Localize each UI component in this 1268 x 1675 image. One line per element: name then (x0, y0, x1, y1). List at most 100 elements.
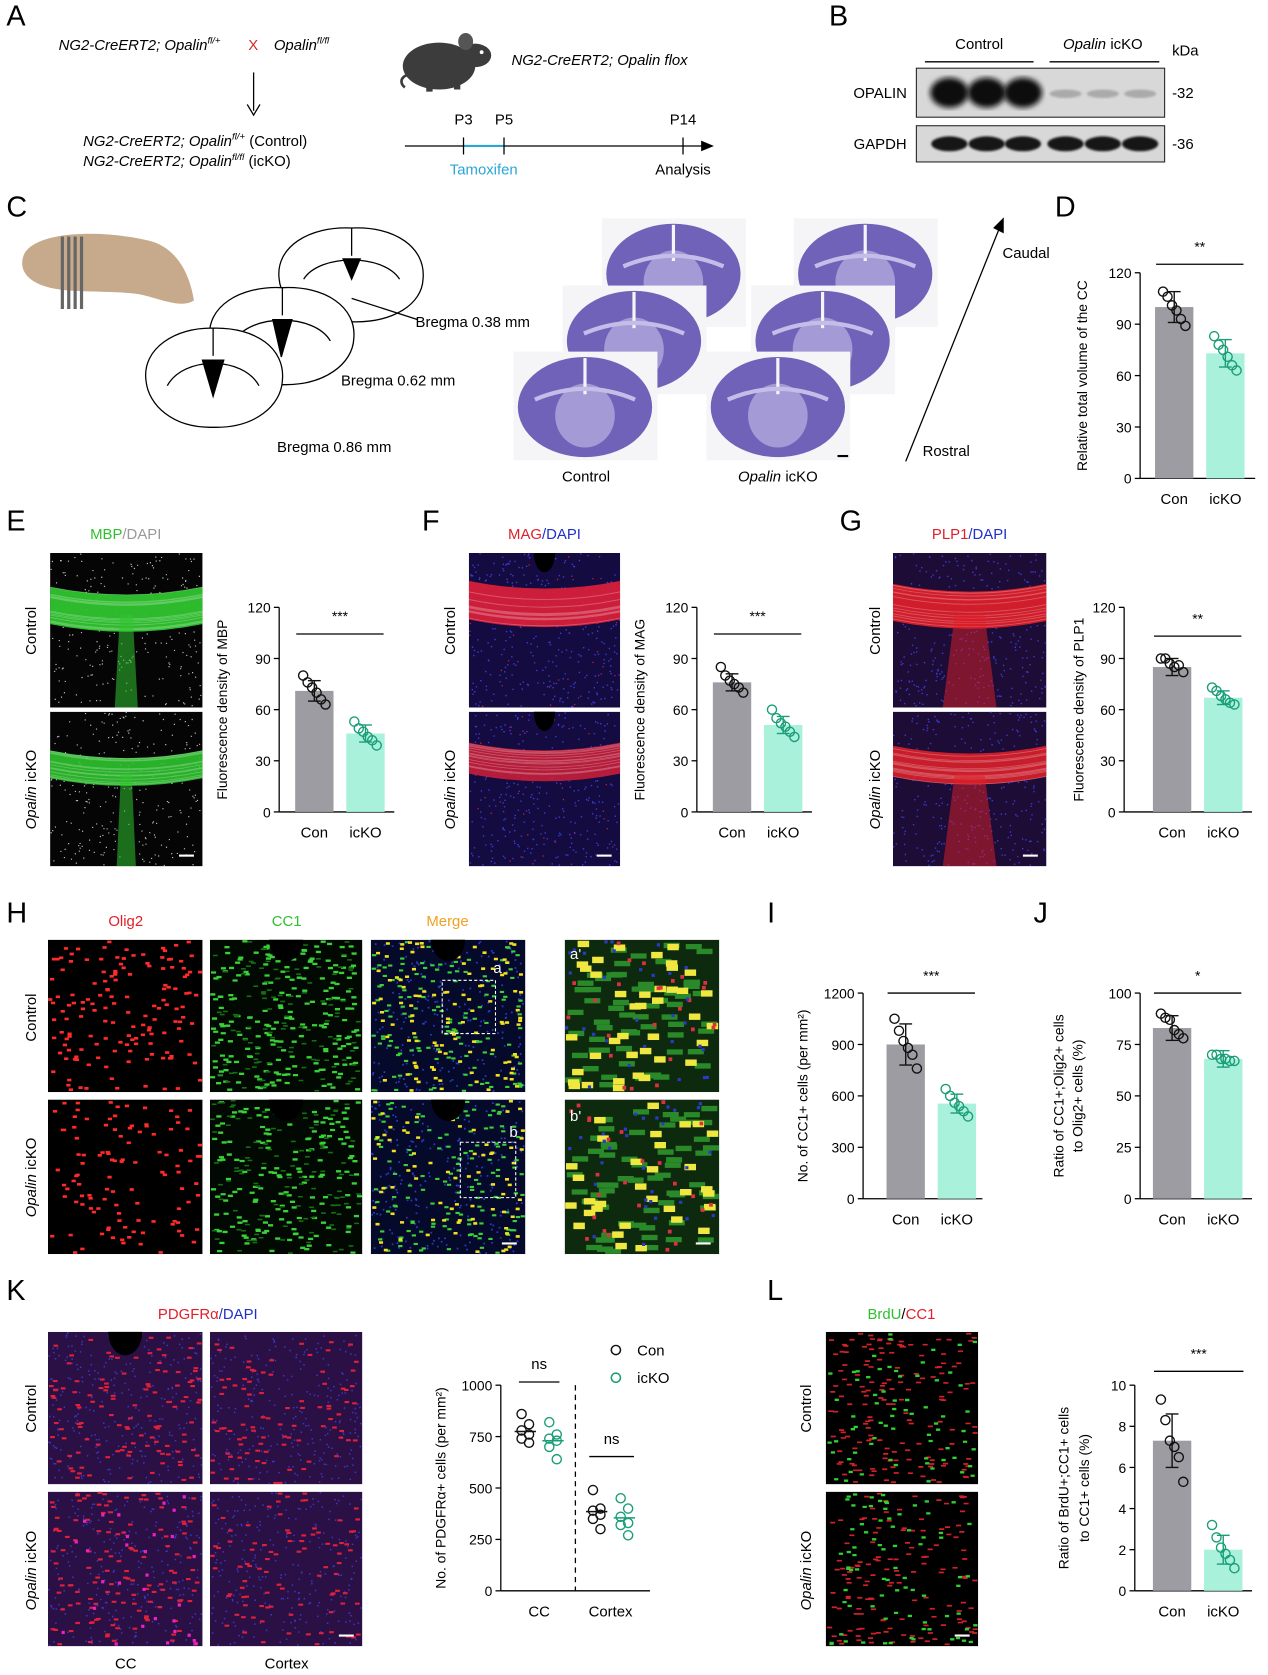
y-tick-label: 0 (1108, 804, 1116, 820)
y-axis-label: No. of PDGFRα+ cells (per mm²) (432, 1387, 448, 1588)
y-tick-label: 90 (673, 651, 689, 667)
y-tick-label: 120 (1108, 265, 1131, 281)
section-core (748, 383, 808, 448)
y-axis-label: Ratio of CC1+;Olig2+ cells (1050, 1014, 1066, 1177)
category-label: Cortex (589, 1604, 633, 1620)
y-axis-label: Ratio of BrdU+;CC1+ cells (1056, 1407, 1072, 1569)
data-point (1224, 1055, 1236, 1067)
bar (937, 1103, 977, 1199)
significance-label: *** (1191, 1346, 1208, 1362)
y-tick-label: 0 (1119, 1583, 1127, 1599)
mouse-genotype: NG2-CreERT2; Opalin flox (511, 53, 688, 69)
micrograph-content (209, 1099, 363, 1255)
y-tick-label: 4 (1119, 1501, 1127, 1517)
bregma-label: Bregma 0.38 mm (416, 315, 530, 331)
bar (1155, 307, 1194, 479)
protein-label: OPALIN (853, 86, 907, 102)
row-label: Opalin icKO (799, 1531, 815, 1611)
panel-letter: C (6, 191, 27, 223)
data-point (1231, 365, 1242, 376)
y-tick-label: 0 (1124, 471, 1132, 487)
category-label: Con (1158, 1604, 1185, 1620)
fiber-band (892, 583, 1047, 629)
channel-title: Merge (426, 914, 468, 930)
y-tick-label: 60 (673, 702, 689, 718)
inset-label: a' (570, 947, 581, 963)
significance-label: ** (1192, 610, 1203, 626)
micrograph-bg (209, 1491, 363, 1647)
panel-letter: K (6, 1275, 25, 1307)
significance-label: ns (604, 1432, 620, 1448)
micrograph (47, 1331, 203, 1485)
group-label: Opalin icKO (1063, 37, 1143, 53)
y-tick-label: 30 (1100, 753, 1116, 769)
gene-name: Opalin (443, 786, 459, 829)
direction-label: Caudal (1002, 246, 1049, 262)
micrograph-bg (47, 1331, 203, 1485)
ventricle (269, 1099, 304, 1121)
column-label: CC (115, 1657, 137, 1673)
stain-part: BrdU (867, 1307, 901, 1323)
y-tick-label: 30 (673, 753, 689, 769)
cell-dots (48, 1332, 203, 1481)
row-label: Control (868, 607, 884, 655)
group-tag: (icKO) (248, 154, 290, 170)
ventricle (431, 939, 466, 962)
cross-parent: NG2-CreERT2; Opalinfl/+ (59, 36, 221, 54)
ventricle (533, 553, 556, 573)
micrograph-content (564, 1099, 720, 1255)
significance-label: *** (332, 608, 349, 624)
direction-label: Rostral (923, 444, 970, 460)
micrographs (47, 553, 1047, 1647)
y-tick-label: 8 (1119, 1419, 1127, 1435)
data-point (893, 1025, 905, 1037)
kda-label: kDa (1172, 43, 1199, 59)
data-point (516, 1408, 527, 1420)
fiber-stream (114, 614, 138, 708)
micrograph-bg (47, 1491, 203, 1647)
row-label: Control (443, 607, 459, 655)
y-tick-label: 500 (469, 1480, 492, 1496)
micrograph-content (47, 1491, 203, 1647)
gene-name: Opalin (24, 786, 40, 829)
y-axis-label: to CC1+ cells (%) (1076, 1434, 1092, 1542)
significance-label: ns (531, 1357, 547, 1373)
micrograph-content (50, 553, 203, 708)
stain-title: MAG/DAPI (508, 527, 581, 543)
sagittal-brain (22, 233, 194, 310)
cell-dots (829, 1493, 978, 1646)
micrograph (892, 553, 1047, 708)
row-label: Control (799, 1385, 815, 1433)
inset-label: b (509, 1125, 517, 1141)
data-point (1162, 291, 1173, 303)
ventricle (108, 1331, 143, 1356)
coronal-diagrams (145, 227, 424, 428)
y-axis-label: to Olig2+ cells (%) (1070, 1040, 1086, 1153)
micrograph (370, 1099, 526, 1255)
channel-title: CC1 (272, 914, 302, 930)
bar (712, 682, 752, 812)
data-point (595, 1503, 606, 1514)
micrograph (209, 1331, 363, 1485)
micrograph (47, 939, 203, 1093)
y-tick-label: 0 (263, 804, 271, 820)
chart: 0 250 500 750 1000 No. of PDGFRα+ cells (per … (432, 1343, 669, 1620)
data-point (1229, 1055, 1240, 1067)
stain-part: /DAPI (219, 1307, 258, 1323)
analysis-label: Analysis (655, 163, 711, 179)
chart: 0 30 60 90 120 Fluorescence density of MAG Con… (632, 600, 812, 842)
superscript: fl/+ (207, 36, 220, 47)
data-point (1224, 697, 1236, 709)
data-point (962, 1111, 974, 1122)
micrograph-content (47, 939, 203, 1093)
micrograph (370, 939, 526, 1093)
category-label: icKO (767, 826, 799, 842)
data-point (766, 704, 778, 715)
row-label: Opalin icKO (24, 1138, 40, 1218)
cell-dots (566, 1105, 719, 1254)
micrograph-content (370, 1099, 526, 1255)
micrograph-content (47, 1331, 203, 1485)
cross-arrow-head (246, 104, 261, 117)
inset-box (459, 1141, 517, 1199)
